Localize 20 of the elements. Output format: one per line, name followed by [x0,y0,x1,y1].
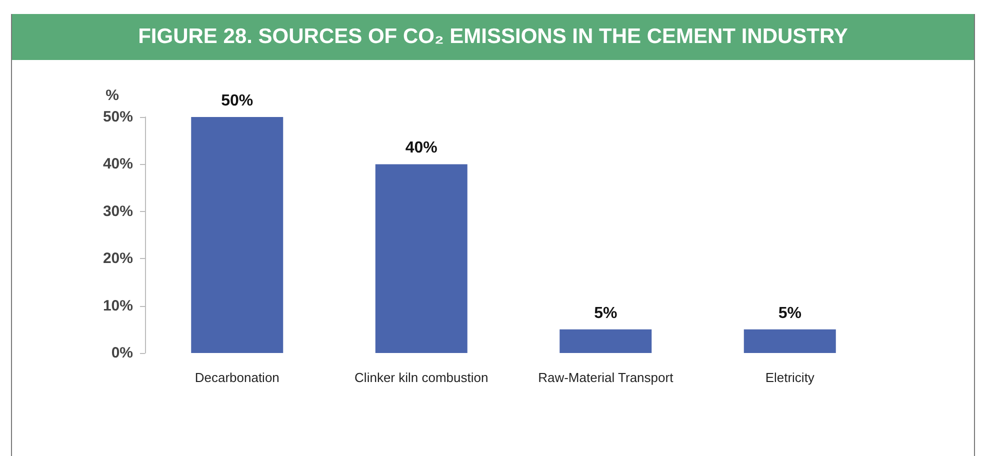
x-tick-label: Raw-Material Transport [538,370,674,385]
y-tick-label: 20% [102,250,133,268]
y-tick-label: 50% [102,108,133,126]
y-axis-title: % [106,87,119,104]
data-label: 5% [778,304,802,322]
bar [375,164,468,353]
y-tick-label: 40% [102,156,133,173]
y-tick-label: 0% [111,344,133,362]
y-tick-label: 30% [102,202,133,220]
data-label: 40% [405,140,438,157]
bar [191,117,284,353]
x-tick-label: Eletricity [765,370,815,385]
chart-title: FIGURE 28. SOURCES OF CO₂ EMISSIONS IN THE CEMENT INDUSTRY [12,14,974,60]
bar [560,329,652,353]
data-label: 5% [594,304,618,322]
x-tick-label: Decarbonation [194,370,280,385]
x-tick-label: Clinker kiln combustion [354,370,488,385]
bar [744,329,836,353]
y-tick-label: 10% [102,297,133,314]
data-label: 50% [221,92,254,110]
